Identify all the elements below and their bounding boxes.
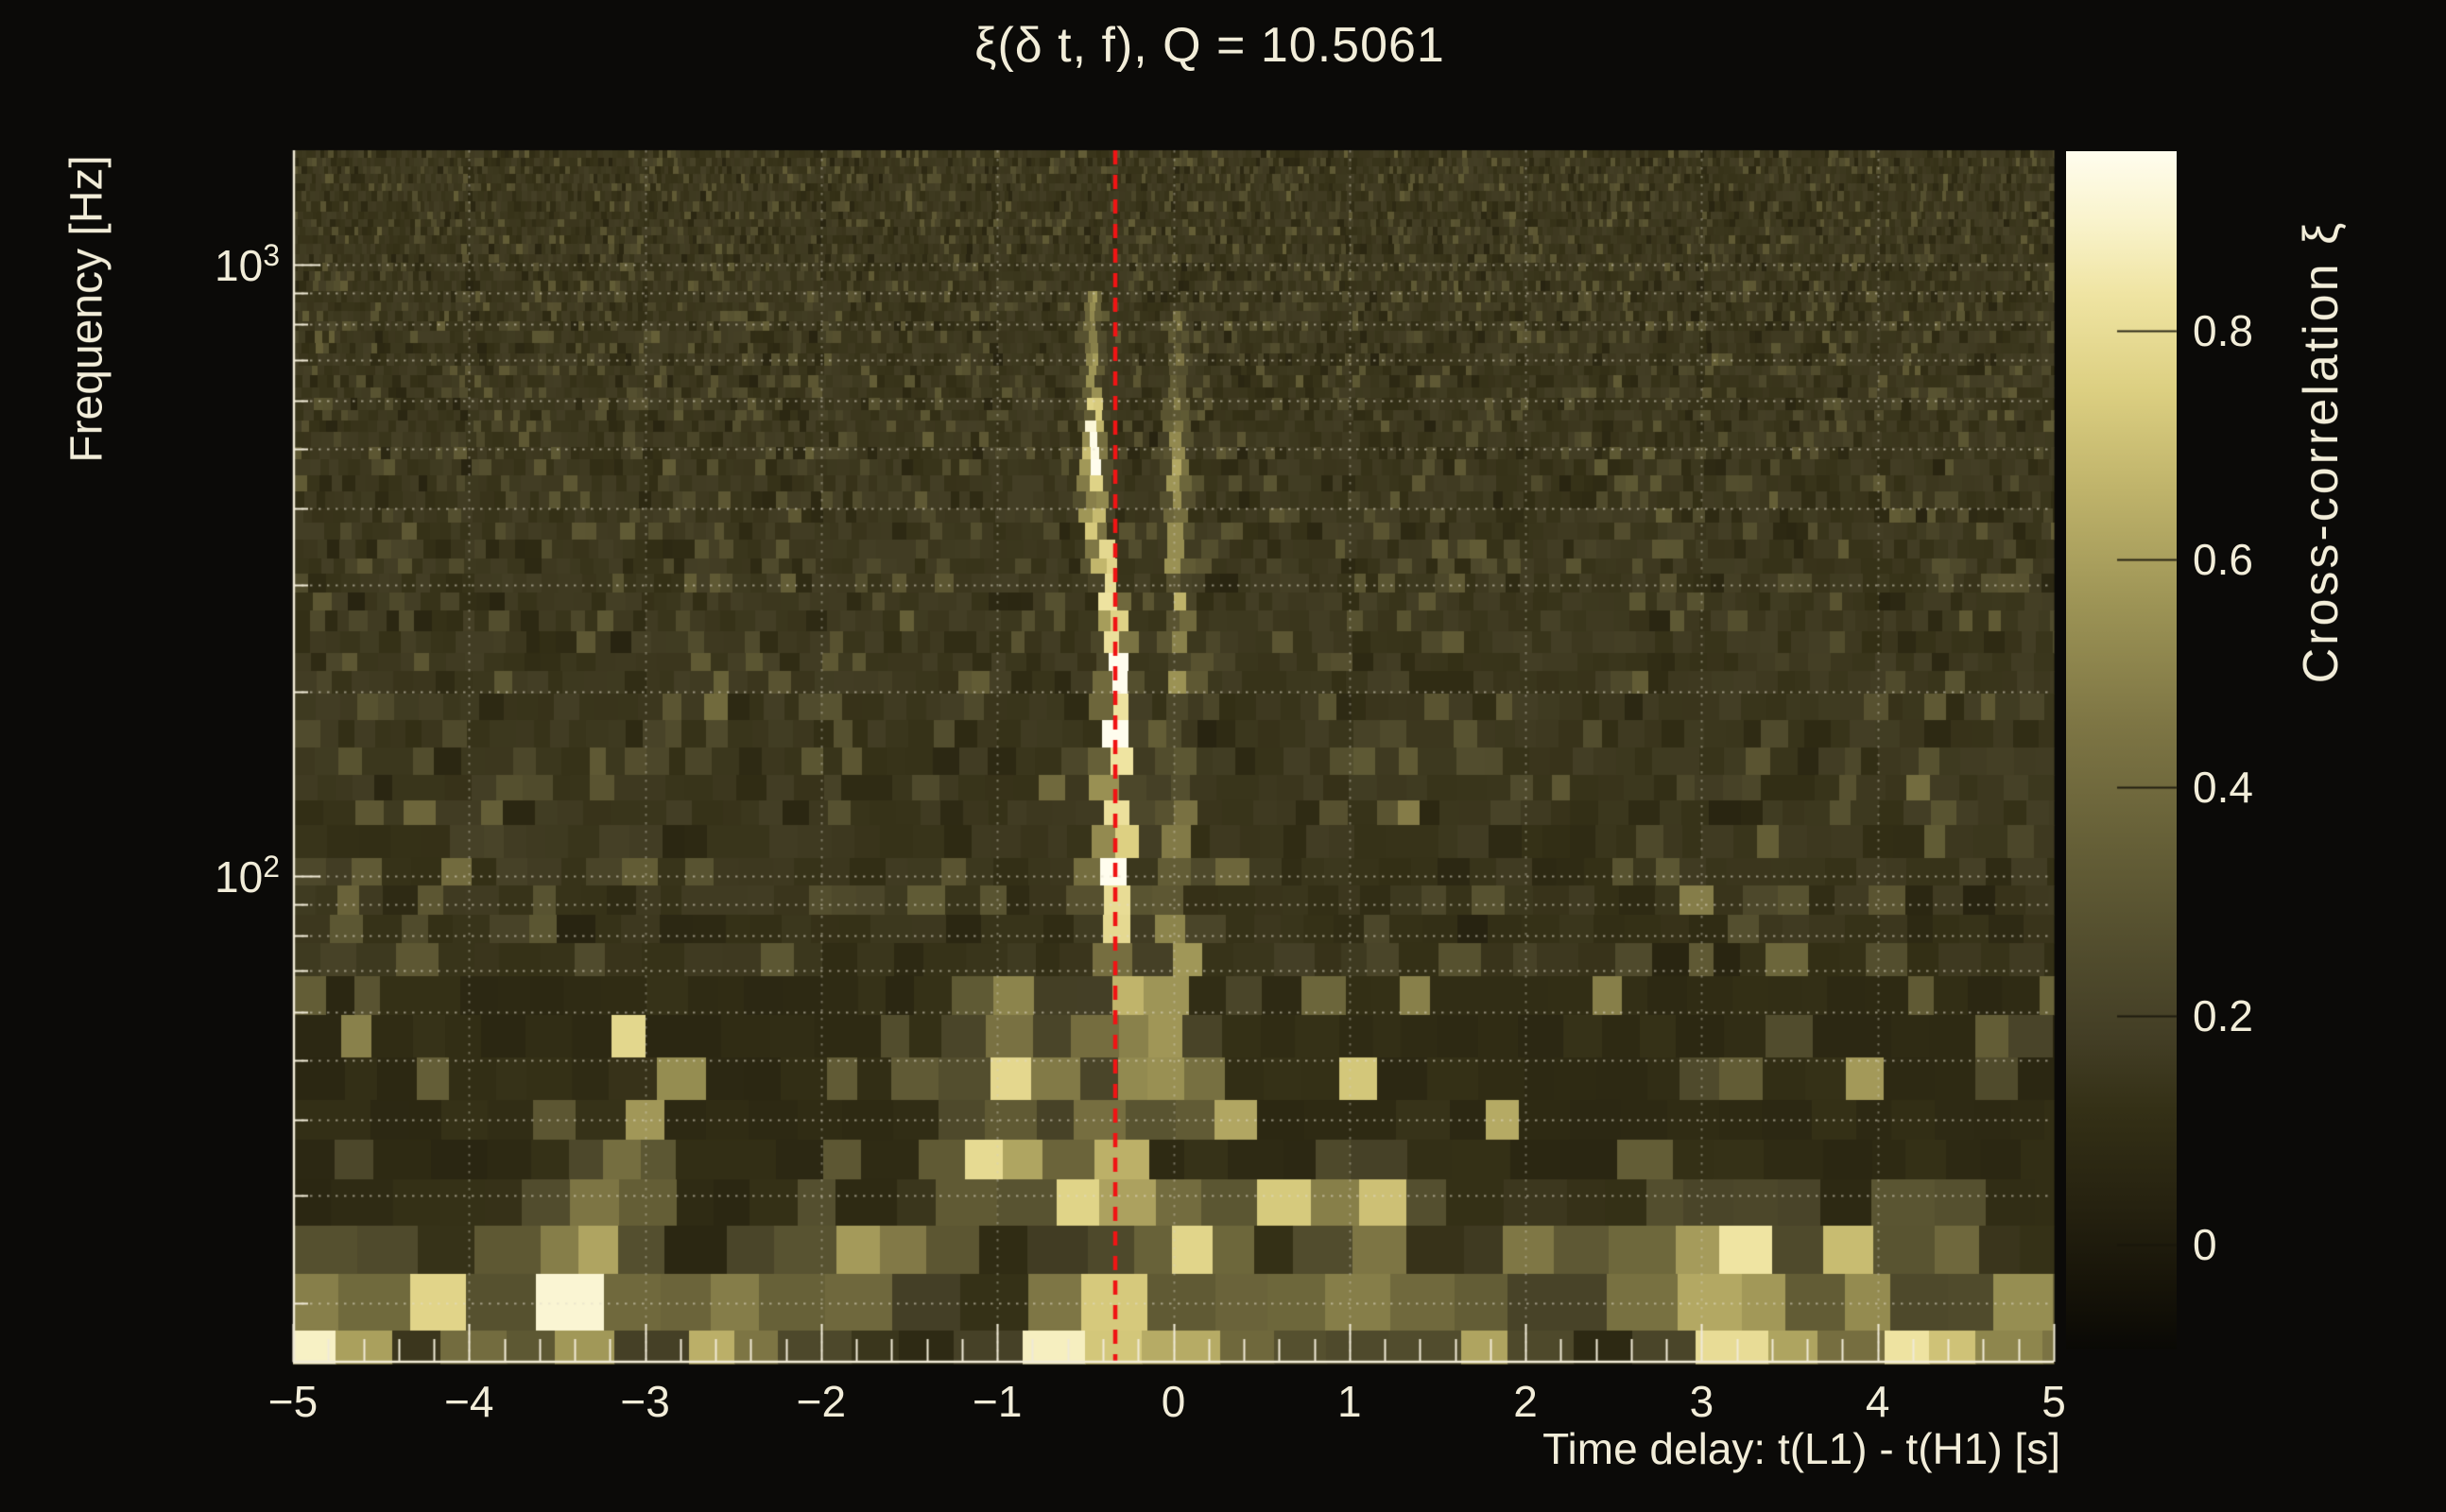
x-tick-label: 1 (1337, 1377, 1362, 1426)
colorbar-tick-label: 0.4 (2193, 763, 2253, 813)
x-tick-label: −4 (444, 1377, 494, 1426)
x-tick-label: 2 (1513, 1377, 1538, 1426)
x-tick-label: −2 (796, 1377, 847, 1426)
x-tick-label: 4 (1865, 1377, 1890, 1426)
x-tick-label: −5 (267, 1377, 319, 1426)
colorbar-tick-label: 0.8 (2193, 305, 2253, 355)
x-tick-label: 3 (1689, 1377, 1714, 1426)
colorbar-tick-label: 0.6 (2193, 534, 2253, 584)
x-tick-label: 0 (1161, 1377, 1186, 1426)
colorbar-label: Cross-correlation ξ (2294, 219, 2349, 684)
y-tick-label: 103 (215, 238, 280, 291)
colorbar-tick-label: 0.2 (2193, 991, 2253, 1041)
colorbar-tick-label: 0 (2193, 1219, 2217, 1269)
y-tick-label: 102 (215, 849, 280, 902)
x-tick-label: 5 (2041, 1377, 2066, 1426)
chart-title: ξ(δ t, f), Q = 10.5061 (974, 18, 1445, 73)
x-axis-label: Time delay: t(L1) - t(H1) [s] (1542, 1424, 2060, 1473)
x-tick-label: −3 (620, 1377, 670, 1426)
x-tick-label: −1 (972, 1377, 1023, 1426)
y-axis-label: Frequency [Hz] (61, 155, 112, 463)
